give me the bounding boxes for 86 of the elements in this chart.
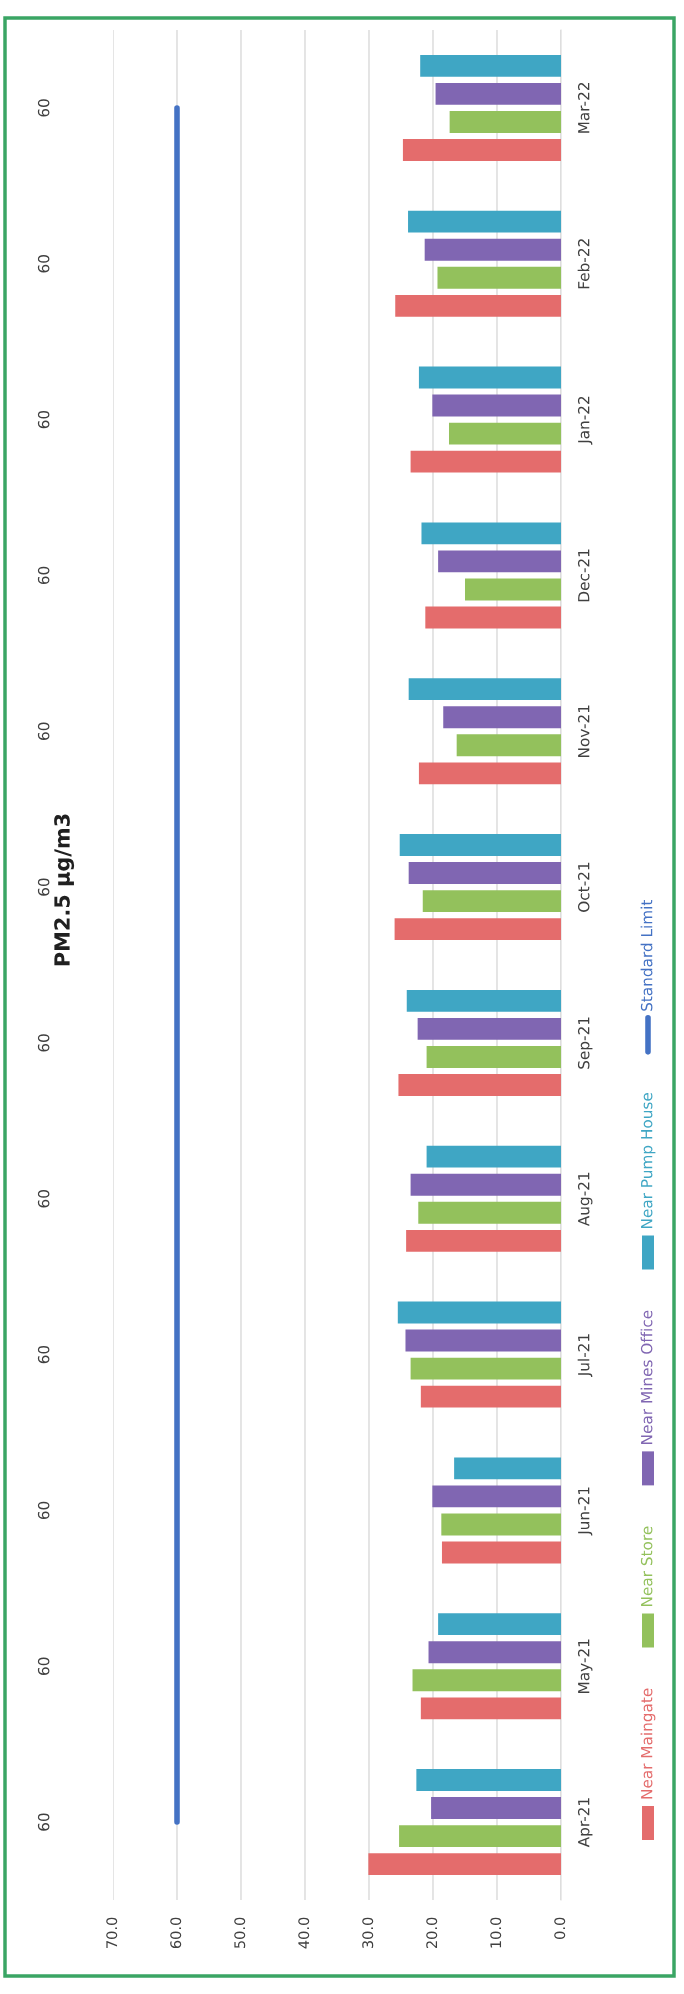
y-tick-label: Oct-21 bbox=[577, 862, 590, 912]
x-tick-label: 70.0 bbox=[106, 1917, 118, 1948]
bar bbox=[418, 366, 561, 389]
text: Near Mines Office bbox=[640, 1310, 653, 1444]
x-tick-label: 50.0 bbox=[234, 1917, 246, 1949]
x-tick-label: 60.0 bbox=[170, 1917, 182, 1949]
y-tick-label: Aug-21 bbox=[577, 1172, 593, 1227]
bar bbox=[431, 1797, 561, 1819]
y-tick-label: Apr-21 bbox=[577, 1798, 593, 1848]
bar bbox=[438, 550, 561, 573]
bar bbox=[410, 1173, 561, 1196]
bar bbox=[449, 422, 561, 445]
x-tick-label: 10.0 bbox=[490, 1917, 502, 1948]
bar bbox=[449, 111, 561, 133]
bar bbox=[421, 522, 561, 545]
bar bbox=[410, 450, 561, 473]
y-tick-label: Jul-21 bbox=[577, 1334, 593, 1378]
bar bbox=[417, 1017, 561, 1040]
data-label: 60 bbox=[37, 1657, 50, 1675]
bar bbox=[426, 1046, 561, 1068]
bar bbox=[441, 1541, 561, 1564]
bar bbox=[418, 762, 561, 785]
text: PM2.5 µg/m3 bbox=[54, 814, 75, 966]
bar bbox=[456, 734, 561, 757]
bar bbox=[443, 706, 561, 729]
bar bbox=[412, 1669, 561, 1692]
y-tick-label: Dec-21 bbox=[577, 549, 590, 602]
y-tick-label: May-21 bbox=[577, 1639, 593, 1693]
bar bbox=[441, 1513, 561, 1536]
y-tick-label: Jun-21 bbox=[577, 1487, 593, 1536]
text: Standard Limit bbox=[640, 900, 653, 1011]
data-label: 60 bbox=[37, 1034, 50, 1052]
data-label: 60 bbox=[37, 1190, 50, 1208]
bar bbox=[420, 1697, 561, 1720]
bar bbox=[418, 1201, 561, 1224]
bar bbox=[424, 238, 561, 261]
bar bbox=[426, 1145, 561, 1168]
bar bbox=[437, 266, 561, 289]
bar bbox=[465, 578, 561, 601]
bar bbox=[422, 890, 561, 913]
data-label: 60 bbox=[37, 1345, 50, 1364]
bar bbox=[398, 1074, 561, 1096]
bar bbox=[435, 82, 561, 105]
data-label: 60 bbox=[37, 99, 50, 117]
y-tick-label: Mar-22 bbox=[577, 83, 590, 133]
bar bbox=[394, 918, 561, 941]
bar bbox=[402, 139, 561, 161]
bar bbox=[416, 1769, 561, 1791]
bar bbox=[399, 834, 561, 856]
bar bbox=[405, 1329, 561, 1352]
text: Near Maingate bbox=[640, 1688, 656, 1799]
y-tick-label: Jan-22 bbox=[577, 396, 593, 445]
data-label: 60 bbox=[37, 878, 50, 896]
bar bbox=[420, 54, 561, 77]
x-tick-label: 40.0 bbox=[298, 1917, 310, 1949]
bar bbox=[454, 1457, 561, 1480]
bar bbox=[408, 210, 561, 233]
bar bbox=[410, 1357, 561, 1380]
x-tick-label: 0.0 bbox=[554, 1917, 566, 1939]
data-label: 60 bbox=[37, 722, 50, 740]
bar bbox=[408, 678, 561, 701]
bar bbox=[395, 294, 561, 317]
data-label: 60 bbox=[37, 1501, 50, 1520]
bar bbox=[428, 1641, 561, 1664]
data-label: 60 bbox=[37, 1813, 50, 1831]
bar bbox=[438, 1613, 561, 1636]
bar bbox=[432, 1485, 561, 1508]
bar bbox=[432, 394, 561, 417]
y-tick-label: Nov-21 bbox=[577, 705, 590, 757]
bar bbox=[408, 862, 561, 884]
bar bbox=[406, 1229, 561, 1252]
text: Near Pump House bbox=[641, 1093, 656, 1228]
text: Near Store bbox=[640, 1526, 653, 1606]
bar bbox=[425, 606, 561, 629]
data-label: 60 bbox=[37, 566, 50, 585]
bar bbox=[368, 1853, 561, 1876]
y-tick-label: Feb-22 bbox=[577, 239, 590, 289]
bar bbox=[420, 1385, 561, 1408]
bar bbox=[406, 989, 561, 1012]
x-tick-label: 20.0 bbox=[426, 1917, 438, 1949]
data-label: 60 bbox=[37, 410, 50, 429]
x-tick-label: 30.0 bbox=[362, 1917, 374, 1949]
y-tick-label: Sep-21 bbox=[577, 1017, 593, 1069]
data-label: 60 bbox=[37, 255, 50, 273]
bar bbox=[397, 1301, 561, 1324]
bar bbox=[399, 1825, 561, 1848]
